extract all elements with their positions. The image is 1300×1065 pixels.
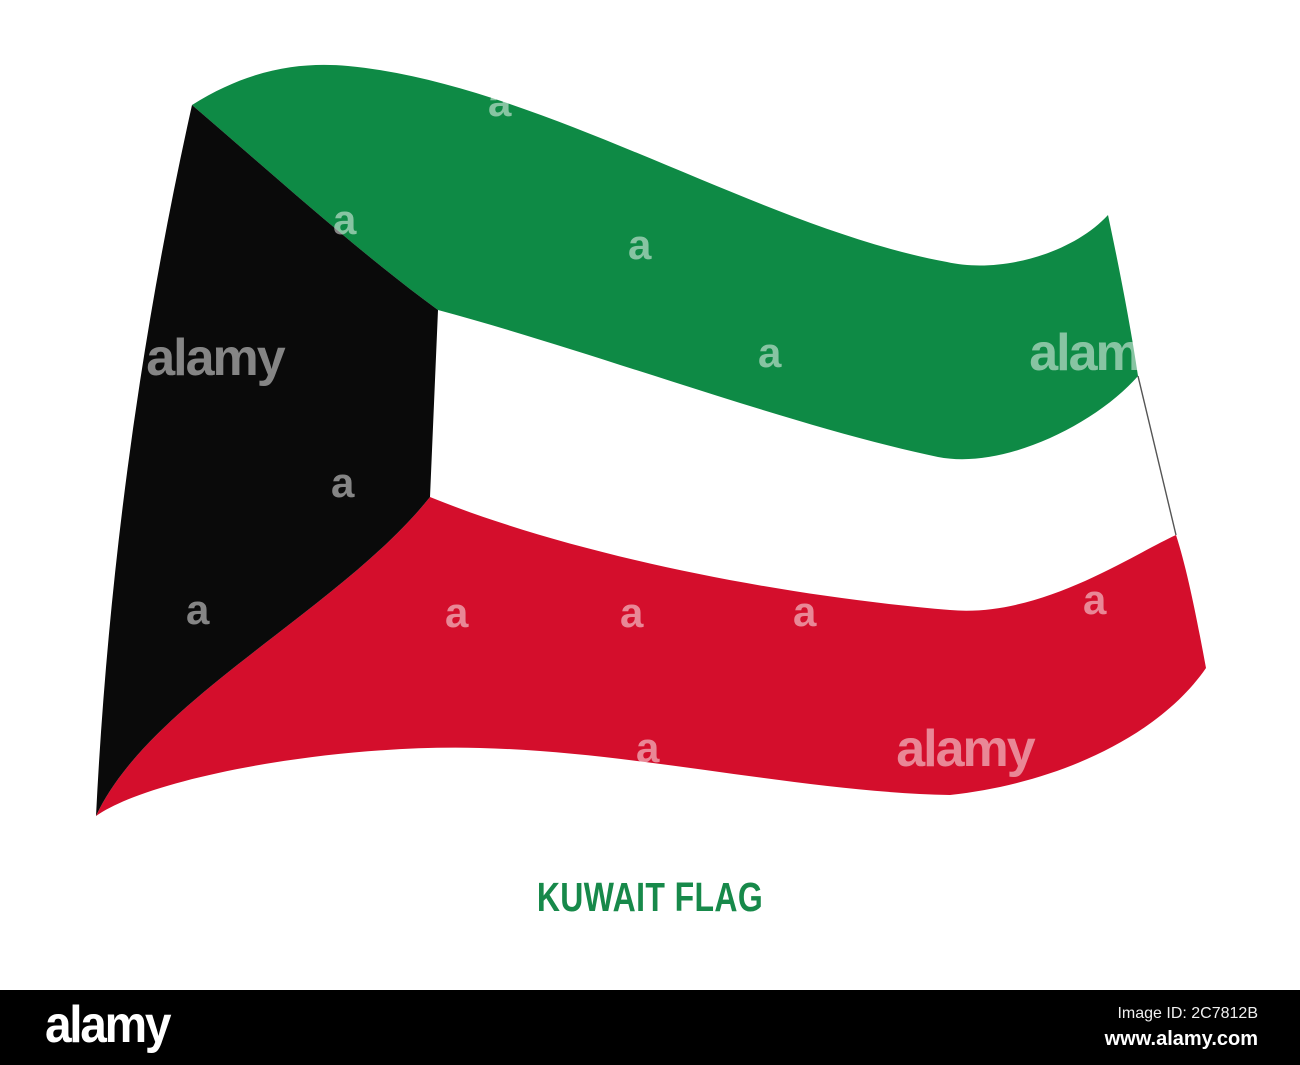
image-caption-title: KUWAIT FLAG — [536, 874, 764, 920]
image-id-text: Image ID: 2C7812B — [1117, 1004, 1258, 1022]
watermark-a-mark: a — [331, 459, 355, 506]
flag-black-hoist — [96, 105, 438, 816]
watermark-a-mark: a — [620, 589, 644, 636]
watermark-a-mark: a — [488, 78, 512, 125]
flag-red-stripe — [96, 497, 1206, 816]
watermark-a-mark: a — [445, 589, 469, 636]
watermark-a-mark: a — [333, 196, 357, 243]
watermark-a-mark: a — [1083, 576, 1107, 623]
watermark-a-mark: a — [636, 724, 660, 771]
flag-fold-edge-line — [1137, 375, 1177, 536]
footer-info: Image ID: 2C7812B www.alamy.com — [1105, 1005, 1258, 1051]
flag-green-stripe — [192, 64, 1138, 460]
alamy-watermark-logo: alamy — [1029, 324, 1169, 382]
footer-bar: alamy Image ID: 2C7812B www.alamy.com — [0, 990, 1300, 1065]
alamy-watermark-logo: alamy — [896, 720, 1036, 778]
alamy-logo: alamy — [45, 995, 171, 1054]
watermark-a-mark: a — [628, 221, 652, 268]
alamy-watermark-logo: alamy — [146, 329, 286, 387]
watermark-a-mark: a — [758, 329, 782, 376]
website-url-text: www.alamy.com — [1104, 1027, 1258, 1050]
watermark-a-mark: a — [186, 586, 210, 633]
watermark-layer: a a a a a a a a a a a alamy alamy alamy — [146, 78, 1171, 778]
watermark-a-mark: a — [793, 588, 817, 635]
